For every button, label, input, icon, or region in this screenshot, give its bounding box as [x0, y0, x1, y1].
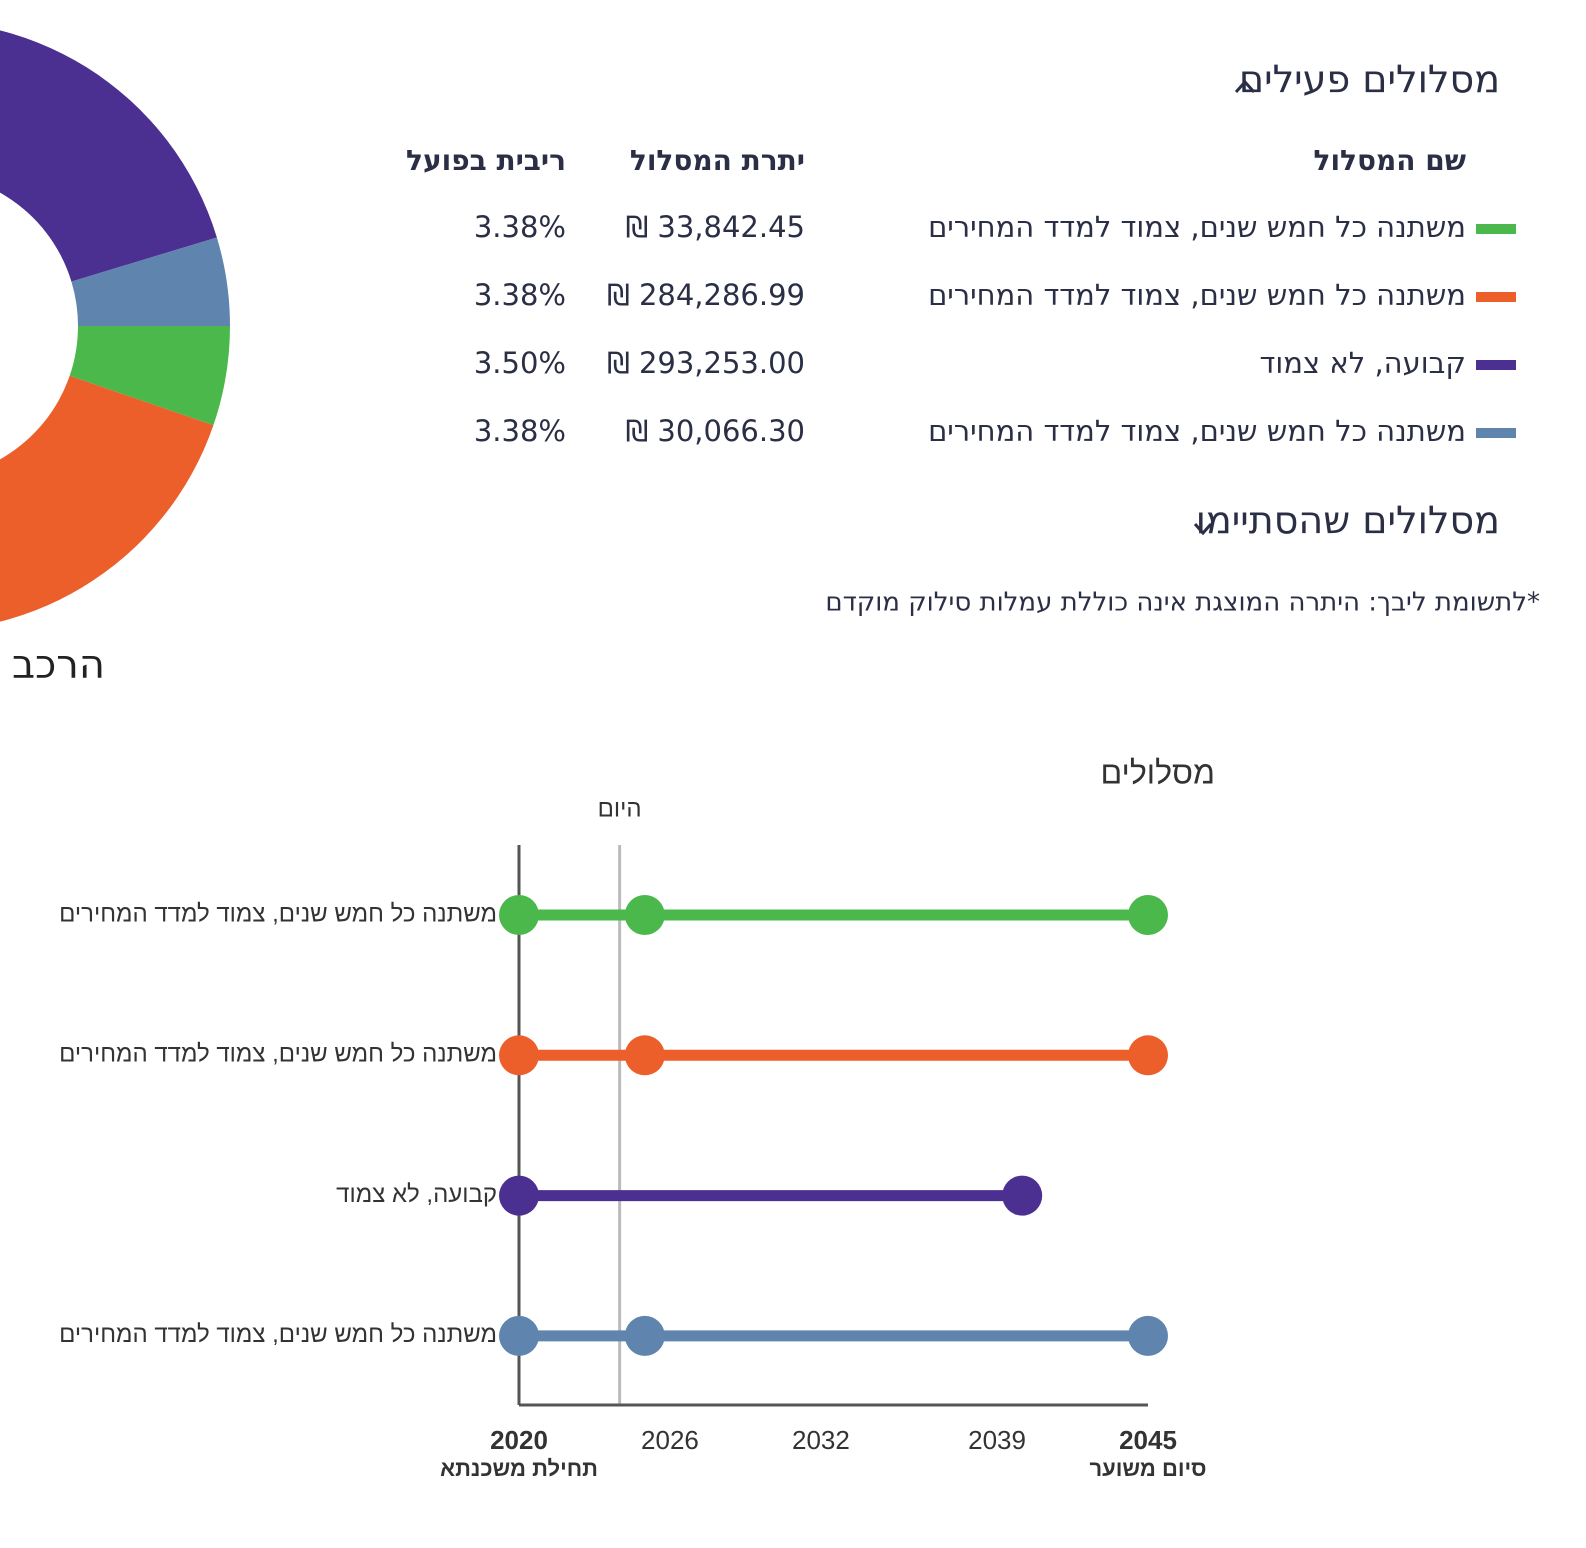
donut-chart [0, 30, 231, 622]
donut-slice [0, 375, 214, 622]
table-cell: 30,066.30 ₪ [625, 414, 805, 448]
table-cell: 3.38% [474, 210, 566, 244]
range-dot [499, 895, 539, 935]
table-header: ריבית בפועל [406, 144, 566, 177]
table-cell: 284,286.99 ₪ [607, 278, 805, 312]
collapse-caret[interactable] [1234, 79, 1256, 94]
table-cell: משתנה כל חמש שנים, צמוד למדד המחירים [928, 210, 1466, 244]
x-tick-label: 2045 [1119, 1425, 1177, 1455]
range-dot [1002, 1175, 1043, 1216]
color-swatch [1476, 360, 1516, 370]
chart-title: מסלולים [1100, 754, 1215, 790]
today-label: היום [598, 795, 642, 822]
color-swatch [1476, 428, 1516, 438]
table-cell: 3.38% [474, 278, 566, 312]
range-dot [1128, 895, 1168, 935]
donut-slice [0, 30, 217, 282]
table-cell: 3.50% [474, 346, 566, 380]
row-label: משתנה כל חמש שנים, צמוד למדד המחירים [59, 1321, 497, 1348]
table-cell: קבועה, לא צמוד [1260, 346, 1467, 380]
ended-section-title[interactable]: מסלולים שהסתיימו [1196, 499, 1500, 543]
range-dot [1128, 1035, 1168, 1076]
table-header: יתרת המסלול [630, 144, 805, 177]
donut-slice [71, 237, 231, 326]
active-section-title[interactable]: מסלולים פעילים [1239, 58, 1500, 102]
row-label: משתנה כל חמש שנים, צמוד למדד המחירים [59, 900, 497, 927]
table-cell: 33,842.45 ₪ [625, 210, 805, 244]
x-tick-label: 2039 [968, 1425, 1026, 1455]
note: *לתשומת ליבך: היתרה המוצגת אינה כוללת עמ… [825, 588, 1540, 618]
expand-caret[interactable] [1193, 523, 1213, 536]
table-cell: 3.38% [474, 414, 566, 448]
range-dot [624, 1035, 665, 1076]
color-swatch [1476, 224, 1516, 234]
table-body: משתנה כל חמש שנים, צמוד למדד המחירים 33,8… [474, 210, 1516, 448]
x-tick-note: תחילת משכנתא [440, 1456, 598, 1481]
timeline-chart: מסלולים היום 2020 2026 2032 2039 2045 תחילת משכ… [59, 754, 1215, 1480]
range-dot [499, 1035, 539, 1076]
range-dot [499, 1175, 539, 1216]
row-label: משתנה כל חמש שנים, צמוד למדד המחירים [59, 1041, 497, 1068]
range-dot [624, 1315, 665, 1356]
table-cell: משתנה כל חמש שנים, צמוד למדד המחירים [928, 414, 1466, 448]
x-tick-note: סיום משוער [1090, 1456, 1207, 1481]
x-tick-label: 2020 [490, 1425, 548, 1455]
range-dot [624, 895, 665, 935]
table-cell: משתנה כל חמש שנים, צמוד למדד המחירים [928, 278, 1466, 312]
x-tick-label: 2032 [792, 1425, 850, 1455]
table-cell: 293,253.00 ₪ [607, 346, 805, 380]
x-tick-label: 2026 [641, 1425, 699, 1455]
range-dot [1128, 1315, 1168, 1356]
donut-slice [69, 326, 230, 426]
range-dot [499, 1315, 539, 1356]
row-label: קבועה, לא צמוד [336, 1181, 497, 1208]
table-header: שם המסלול [1314, 144, 1467, 177]
color-swatch [1476, 292, 1516, 302]
donut-title: הרכב המשכנתא [0, 642, 105, 688]
